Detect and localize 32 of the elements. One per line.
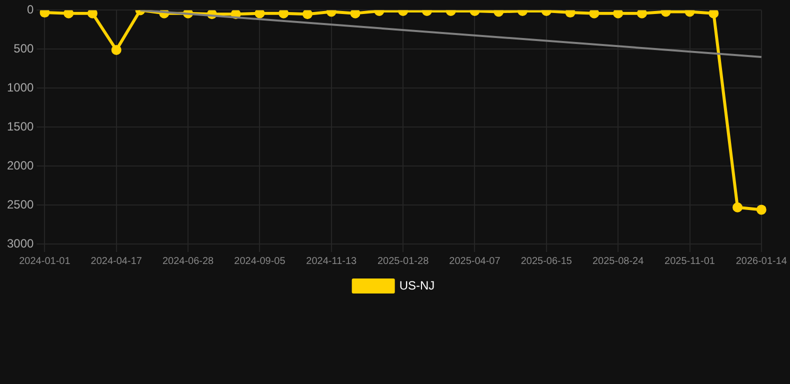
- point: [87, 10, 98, 18]
- point: [732, 202, 743, 212]
- point: [636, 10, 647, 18]
- y-tick-label: 500: [14, 41, 34, 56]
- point: [254, 10, 265, 18]
- point: [708, 10, 719, 18]
- point: [111, 44, 122, 55]
- y-tick-label: 1000: [6, 80, 34, 94]
- x-tick-label: 2025-11-01: [664, 256, 716, 267]
- point: [350, 10, 360, 18]
- point: [302, 10, 312, 20]
- x-tick-label: 2025-01-28: [377, 256, 430, 267]
- x-tick-label: 2025-08-24: [592, 256, 644, 267]
- point: [589, 10, 600, 18]
- point: [278, 10, 289, 18]
- y-tick-label: 3000: [6, 236, 34, 250]
- x-tick-label: 2024-11-13: [306, 256, 358, 267]
- legend-label: US-NJ: [399, 278, 435, 292]
- x-tick-label: 2024-04-17: [90, 256, 142, 267]
- x-tick-label: 2025-04-07: [449, 256, 501, 267]
- y-tick-label: 2500: [6, 197, 34, 212]
- x-tick-label: 2024-01-01: [19, 256, 71, 267]
- x-tick-label: 2024-09-05: [234, 256, 286, 267]
- y-tick-label: 0: [27, 2, 34, 17]
- point: [64, 10, 74, 18]
- x-tick-label: 2026-01-14: [736, 256, 788, 267]
- x-tick-label: 2024-06-28: [162, 256, 214, 267]
- point: [756, 204, 766, 215]
- x-tick-label: 2025-06-15: [520, 256, 572, 267]
- y-tick-label: 1500: [6, 119, 34, 134]
- y-tick-label: 2000: [6, 158, 34, 172]
- point: [613, 10, 624, 18]
